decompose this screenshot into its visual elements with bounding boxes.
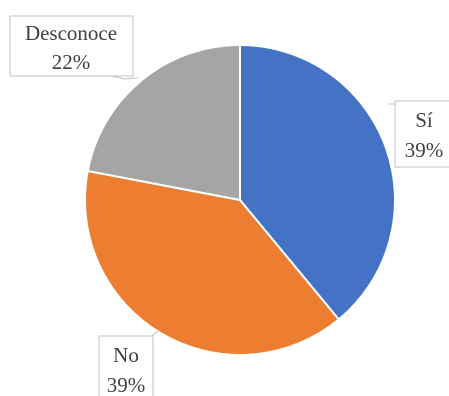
callout-leaders — [111, 75, 395, 337]
callout-si-percent: 39% — [405, 138, 444, 162]
callout-si-category: Sí — [415, 108, 433, 132]
pie-slice-si — [239, 43, 396, 321]
leader-line-no — [151, 330, 159, 337]
pie-slice-desconoce — [86, 43, 241, 202]
callout-desconoce-category: Desconoce — [25, 21, 117, 45]
callout-no: No 39% — [98, 335, 154, 396]
callout-desconoce-percent: 22% — [52, 50, 91, 74]
callout-no-percent: 39% — [107, 373, 146, 396]
pie-slices — [84, 43, 396, 356]
leader-line-desconoce — [111, 75, 139, 80]
callout-desconoce: Desconoce 22% — [9, 15, 134, 77]
callout-no-category: No — [113, 343, 139, 367]
pie-slice-no — [84, 169, 341, 356]
callout-si: Sí 39% — [394, 100, 449, 168]
